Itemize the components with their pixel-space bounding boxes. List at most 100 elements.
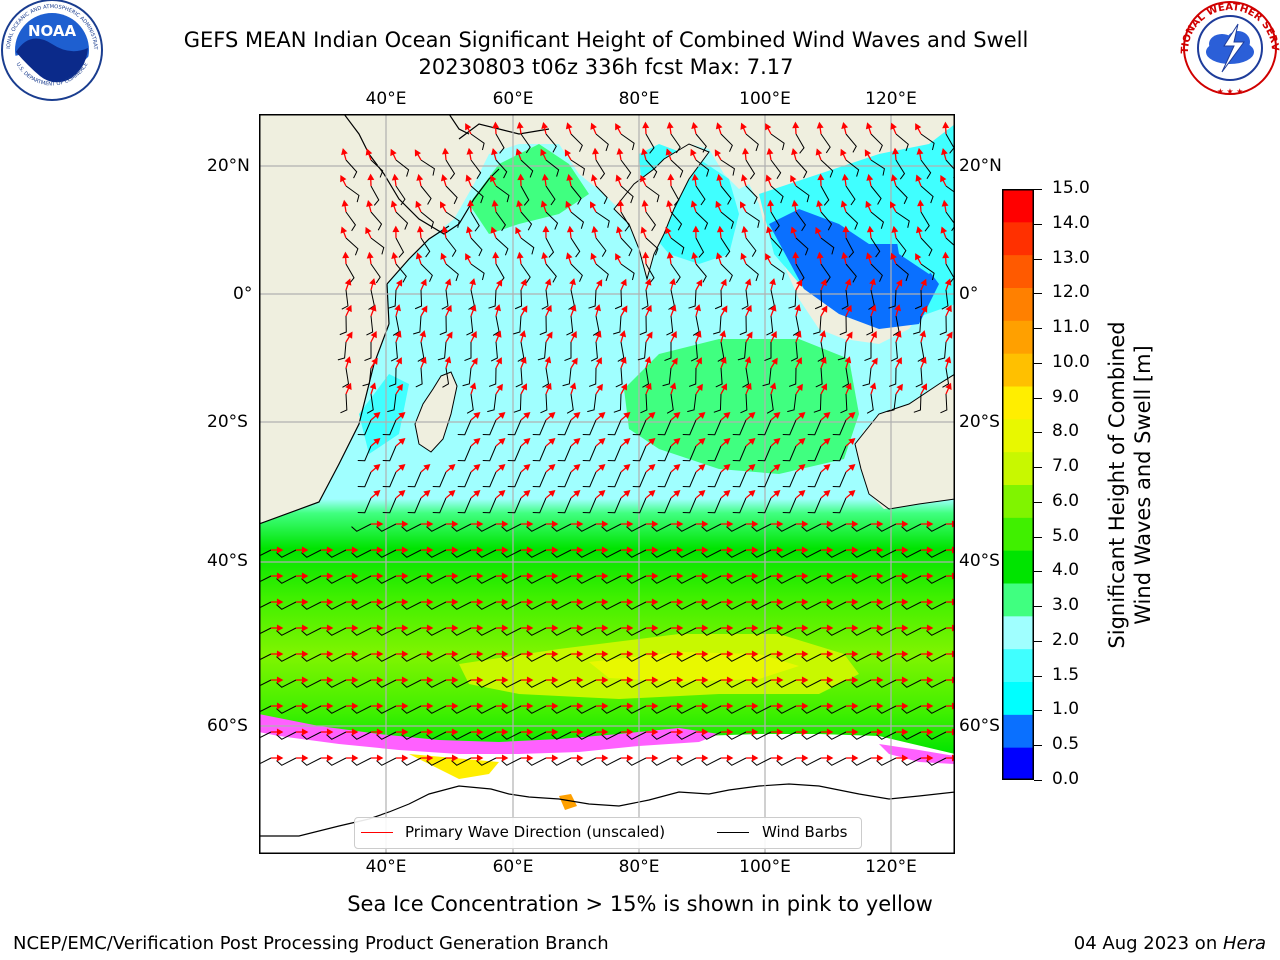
wave-direction-arrowhead <box>669 304 677 312</box>
wind-barb <box>876 549 897 558</box>
wave-direction-arrowhead <box>451 546 459 554</box>
wave-direction-arrowhead <box>426 676 434 684</box>
wind-barb <box>776 627 797 636</box>
wind-barb <box>588 289 597 309</box>
wind-barb <box>776 549 797 558</box>
wave-direction-arrowhead <box>576 520 584 528</box>
wave-direction-arrowhead <box>701 624 709 632</box>
wind-barb <box>526 731 547 740</box>
wind-barb <box>395 211 409 230</box>
wind-barb <box>642 367 650 388</box>
wind-barb <box>651 627 672 636</box>
wave-direction-arrowhead <box>576 546 584 554</box>
wave-direction-arrowhead <box>894 330 902 338</box>
wind-barb <box>740 393 748 414</box>
wind-barb <box>620 159 632 179</box>
wind-barb <box>595 159 606 180</box>
wave-direction-arrowhead <box>390 148 397 157</box>
wave-direction-arrowhead <box>826 572 834 580</box>
wind-barb <box>901 627 922 636</box>
wave-direction-arrowhead <box>401 546 409 554</box>
wave-direction-arrowhead <box>498 438 506 445</box>
wind-barb <box>707 497 722 514</box>
wind-barb <box>851 731 872 740</box>
wind-barb <box>451 653 472 662</box>
wave-direction-arrowhead <box>445 304 452 313</box>
wind-barb <box>607 445 622 462</box>
wave-direction-arrowhead <box>376 546 384 554</box>
wave-direction-arrowhead <box>346 331 353 339</box>
colorbar-tick-mark <box>1034 362 1042 364</box>
wind-barb <box>260 653 272 661</box>
wind-barb <box>801 653 822 662</box>
wave-direction-arrowhead <box>876 754 884 762</box>
wave-direction-arrowhead <box>865 122 873 130</box>
wind-barb <box>788 289 797 309</box>
wave-direction-arrowhead <box>440 201 447 209</box>
wind-barb <box>376 731 397 740</box>
colorbar-tick-mark <box>1034 293 1042 295</box>
wave-direction-arrowhead <box>401 728 409 736</box>
wind-barb <box>892 315 900 336</box>
wind-barb <box>664 342 672 362</box>
wave-direction-arrowhead <box>326 702 334 710</box>
wave-direction-arrowhead <box>644 278 652 286</box>
wave-direction-arrowhead <box>626 754 634 762</box>
wave-direction-arrowhead <box>526 624 534 632</box>
wave-direction-arrowhead <box>944 278 952 286</box>
wind-barb <box>920 159 932 179</box>
wave-direction-arrowhead <box>565 122 573 130</box>
wind-barb <box>632 445 647 462</box>
wind-barb <box>690 341 698 362</box>
wave-direction-arrowhead <box>551 676 559 684</box>
wind-barb <box>495 185 510 203</box>
lon-label-bottom: 80°E <box>618 857 660 877</box>
chart-title: GEFS MEAN Indian Ocean Significant Heigh… <box>183 28 1029 52</box>
wave-direction-arrowhead <box>823 490 831 497</box>
wind-barb <box>626 523 647 532</box>
wave-direction-arrowhead <box>901 650 909 658</box>
wave-direction-arrowhead <box>744 278 752 286</box>
wave-direction-arrowhead <box>351 702 359 710</box>
wind-barb <box>545 159 560 177</box>
wind-barb <box>382 497 397 514</box>
wind-barb <box>301 757 322 766</box>
lat-label-right: 60°S <box>959 716 1000 736</box>
wave-direction-arrowhead <box>801 572 809 580</box>
wave-direction-arrowhead <box>501 546 509 554</box>
wave-direction-arrowhead <box>392 225 400 233</box>
wind-barb <box>926 653 947 662</box>
wind-barb <box>870 211 885 229</box>
colorbar-tick-label: 5.0 <box>1052 525 1080 546</box>
wave-direction-arrowhead <box>851 598 859 606</box>
wind-barb <box>326 705 347 714</box>
colorbar-band <box>1002 714 1034 748</box>
footer-credit: NCEP/EMC/Verification Post Processing Pr… <box>13 933 609 954</box>
wave-direction-arrowhead <box>566 173 574 181</box>
wave-direction-arrowhead <box>626 598 634 606</box>
wave-direction-arrowhead <box>440 252 447 260</box>
wind-barb <box>920 133 935 151</box>
wind-barb <box>913 315 922 335</box>
wave-direction-arrowhead <box>695 279 703 287</box>
wave-direction-arrowhead <box>848 412 856 419</box>
wave-direction-arrowhead <box>816 121 824 129</box>
wind-barb <box>415 367 423 388</box>
wind-barb <box>676 731 697 740</box>
wave-direction-arrowhead <box>620 356 627 364</box>
wind-barb <box>845 159 860 177</box>
wave-direction-arrowhead <box>890 201 897 209</box>
wind-barb <box>520 263 531 284</box>
wave-direction-arrowhead <box>642 251 650 259</box>
wave-direction-arrowhead <box>701 650 709 658</box>
wave-direction-arrowhead <box>895 357 902 365</box>
wave-direction-arrowhead <box>894 304 902 312</box>
wave-direction-arrowhead <box>548 438 556 445</box>
wave-direction-arrowhead <box>666 121 674 129</box>
wind-barb <box>520 185 530 206</box>
wind-barb <box>326 549 347 558</box>
wind-barb <box>601 549 622 558</box>
wind-barb <box>888 367 897 387</box>
wind-barb <box>501 679 522 688</box>
wind-barb <box>407 497 422 514</box>
